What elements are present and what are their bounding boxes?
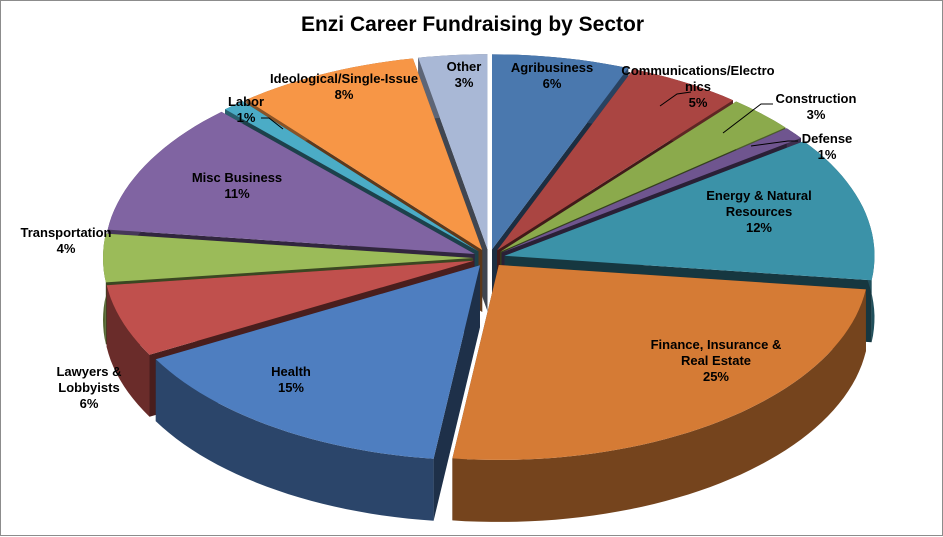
- slice-label-text: Real Estate: [680, 353, 752, 368]
- slice-label-percent: 3%: [454, 75, 474, 90]
- slice-label-text: Finance, Insurance &: [650, 337, 782, 352]
- slice-agribusiness: [492, 54, 629, 250]
- slice-label-text: Defense: [801, 131, 853, 146]
- slice-other: [418, 54, 488, 250]
- slice-label-text: Resources: [725, 204, 793, 219]
- leader-line-construction: [722, 103, 773, 134]
- slice-label-text: Communications/Electro: [621, 63, 775, 78]
- chart-title: Enzi Career Fundraising by Sector: [300, 13, 645, 36]
- slice-label-percent: 6%: [79, 396, 99, 411]
- slice-label-other: Other 3%: [447, 59, 482, 91]
- slice-side-finance-insurance-and-real-estate: [452, 289, 866, 522]
- slice-health: [155, 265, 481, 459]
- slice-transportation: [103, 233, 473, 283]
- slice-label-text: Agribusiness: [510, 60, 594, 75]
- slice-label-percent: 8%: [334, 87, 354, 102]
- slice-ideological-single-issue: [246, 58, 483, 250]
- slice-tops: [103, 54, 875, 460]
- slice-label-transportation: Transportation 4%: [20, 225, 111, 257]
- slice-label-percent: 15%: [277, 380, 305, 395]
- slice-label-text: Other: [446, 59, 482, 74]
- leader-line-defense: [750, 140, 798, 147]
- leader-line-communications-electronics: [659, 91, 692, 107]
- slice-label-percent: 12%: [745, 220, 773, 235]
- slice-construction: [500, 101, 786, 252]
- slice-label-text: Misc Business: [191, 170, 283, 185]
- slice-label-labor: Labor 1%: [228, 94, 264, 126]
- slice-label-misc-business: Misc Business 11%: [192, 170, 282, 202]
- slice-label-text: Labor: [227, 94, 265, 109]
- slice-finance-insurance-and-real-estate: [452, 265, 866, 460]
- slice-label-defense: Defense 1%: [802, 131, 853, 163]
- slice-label-text: Ideological/Single-Issue: [269, 71, 419, 86]
- slice-label-text: Construction: [775, 91, 857, 106]
- slice-communications-electronics: [497, 69, 733, 251]
- slice-label-percent: 25%: [702, 369, 730, 384]
- slice-label-percent: 5%: [688, 95, 708, 110]
- slice-defense: [501, 128, 801, 253]
- slice-label-text: Lawyers &: [56, 364, 122, 379]
- slice-label-percent: 1%: [236, 110, 256, 125]
- leader-line-labor: [261, 117, 284, 130]
- slice-label-text: nics: [684, 79, 712, 94]
- slice-label-energy-and-natural-resources: Energy & Natural Resources 12%: [706, 188, 811, 236]
- slice-label-text: Energy & Natural: [706, 188, 812, 203]
- slice-misc-business: [107, 111, 475, 255]
- slice-label-percent: 3%: [806, 107, 826, 122]
- slice-label-communications-electronics: Communications/Electro nics 5%: [621, 63, 774, 111]
- slice-label-text: Health: [271, 364, 311, 379]
- slice-labor: [225, 101, 479, 252]
- slice-energy-and-natural-resources: [504, 141, 875, 281]
- slice-label-percent: 11%: [224, 186, 250, 201]
- slice-label-percent: 6%: [542, 76, 562, 91]
- slice-label-text: Lobbyists: [58, 380, 120, 395]
- slice-label-agribusiness: Agribusiness 6%: [511, 60, 593, 92]
- slice-lawyers-and-lobbyists: [106, 260, 474, 355]
- slice-label-ideological-single-issue: Ideological/Single-Issue 8%: [270, 71, 418, 103]
- slice-label-lawyers-and-lobbyists: Lawyers & Lobbyists 6%: [56, 364, 121, 412]
- slice-label-text: Transportation: [20, 225, 112, 240]
- slice-label-construction: Construction 3%: [776, 91, 857, 123]
- slice-side-lawyers-and-lobbyists: [106, 285, 150, 417]
- slice-label-percent: 1%: [817, 147, 837, 162]
- slice-label-finance-insurance-and-real-estate: Finance, Insurance & Real Estate 25%: [651, 337, 782, 385]
- slice-label-percent: 4%: [56, 241, 76, 256]
- slice-side-health: [155, 359, 434, 521]
- slice-label-health: Health 15%: [271, 364, 311, 396]
